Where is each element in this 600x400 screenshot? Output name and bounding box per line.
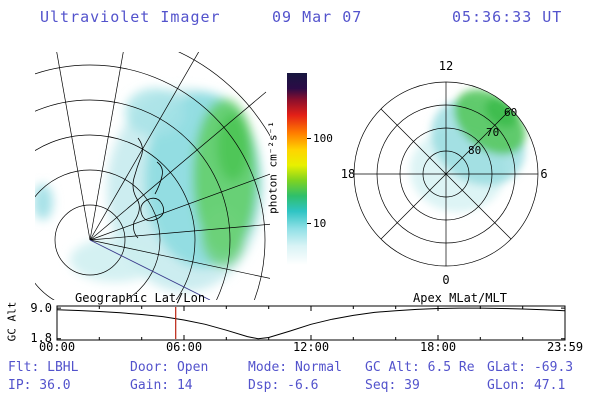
mode-status: Mode: Normal [248, 360, 342, 375]
colorbar-tick-label-10: 10 [313, 217, 327, 231]
terminator-line [89, 239, 211, 300]
x-tick-0600: 06:00 [166, 340, 202, 354]
mlt-label-6: 6 [540, 167, 547, 181]
dsp-status: Dsp: -6.6 [248, 378, 319, 393]
mlat-ring-label-80: 80 [468, 144, 481, 157]
x-tick-1200: 12:00 [293, 340, 329, 354]
gc-alt-strip-chart: Geographic Lat/Lon Apex MLat/MLT 9.0 1.8… [30, 293, 583, 354]
strip-axis-ticks [56, 306, 566, 340]
geo-grid [35, 52, 270, 300]
strip-frame [56, 305, 566, 341]
x-tick-2359: 23:59 [547, 340, 583, 354]
geo-caption: Geographic Lat/Lon [75, 293, 205, 305]
glat-status: GLat: -69.3 [487, 360, 574, 375]
colorbar-ticks: 100 10 [307, 73, 341, 265]
date-label: 09 Mar 07 [272, 8, 363, 26]
ip-status: IP: 36.0 [8, 378, 71, 393]
mlat-ring-label-60: 60 [504, 106, 517, 119]
aurora-emission-geo [35, 88, 263, 292]
colorbar-tick-100: 100 [307, 131, 333, 145]
door-status: Door: Open [130, 360, 209, 375]
glon-status: GLon: 47.1 [487, 378, 566, 393]
colorbar-tick-label-100: 100 [313, 131, 333, 145]
time-label: 05:36:33 UT [452, 8, 563, 26]
polar-grid [353, 81, 539, 267]
colorbar-tick-10: 10 [307, 217, 327, 231]
seq-status: Seq: 39 [365, 378, 420, 393]
geographic-image-panel [35, 52, 270, 300]
apex-caption: Apex MLat/MLT [413, 293, 507, 305]
mlat-ring-label-70: 70 [486, 126, 499, 139]
colorbar-gradient [287, 73, 307, 265]
mlt-label-0: 0 [442, 273, 449, 286]
apex-polar-panel: 12 18 6 0 60 70 80 [341, 59, 548, 286]
gain-status: Gain: 14 [130, 378, 193, 393]
y-tick-90: 9.0 [30, 301, 52, 315]
gc-alt-status: GC Alt: 6.5 Re [365, 360, 475, 375]
tick-mark [307, 223, 311, 225]
tick-mark [307, 137, 311, 139]
app-title: Ultraviolet Imager [40, 8, 221, 26]
colorbar-axis-label: photon cm⁻²s⁻¹ [266, 121, 280, 214]
mlt-label-18: 18 [341, 167, 355, 181]
x-tick-0000: 00:00 [39, 340, 75, 354]
coastline-overlay [132, 137, 165, 239]
gc-alt-curve [56, 307, 566, 340]
y-tick-18: 1.8 [30, 331, 52, 345]
mlt-label-12: 12 [439, 59, 453, 73]
x-tick-1800: 18:00 [420, 340, 456, 354]
flt-status: Flt: LBHL [8, 360, 79, 375]
